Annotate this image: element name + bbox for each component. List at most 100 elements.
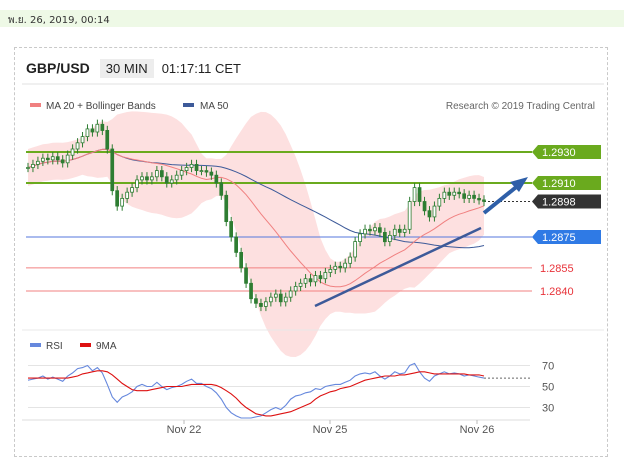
- candle-body: [115, 190, 119, 207]
- level-tag: [532, 229, 601, 244]
- candle-body: [323, 272, 328, 280]
- candle-body: [70, 148, 75, 156]
- ma20-legend-label: MA 20 + Bollinger Bands: [46, 101, 156, 112]
- candle-body: [244, 267, 248, 284]
- candle-body: [432, 205, 437, 218]
- ma50-legend-swatch: [183, 103, 194, 107]
- timestamp: พ.ย. 26, 2019, 00:14: [8, 15, 110, 26]
- candle-body: [189, 163, 194, 168]
- level-label: 1.2875: [542, 232, 576, 244]
- level-label: 1.2910: [542, 178, 576, 190]
- candle-body: [472, 194, 476, 199]
- candle-body: [204, 170, 209, 173]
- rsi-series-line: [27, 362, 485, 419]
- candle-body: [278, 293, 283, 303]
- candle-body: [125, 191, 129, 199]
- candle-body: [239, 251, 243, 269]
- x-tick-label: Nov 25: [313, 424, 348, 436]
- candle-body: [214, 174, 219, 184]
- candle-body: [174, 174, 179, 181]
- candle-body: [140, 176, 144, 181]
- candle-body: [110, 148, 115, 192]
- rsi-tick-label: 30: [542, 403, 554, 415]
- candle-body: [442, 191, 447, 199]
- candle-body: [477, 197, 481, 201]
- candle-body: [36, 160, 40, 165]
- rsi-legend-swatch: [30, 343, 41, 347]
- candle-body: [55, 156, 60, 161]
- candle-body: [462, 193, 467, 199]
- ma50-legend-label: MA 50: [200, 101, 229, 112]
- candle-body: [452, 191, 457, 196]
- candle-body: [273, 293, 278, 298]
- candle-body: [328, 268, 333, 273]
- rsi-panel: 70 50 30: [27, 361, 554, 419]
- rsi-tick-label: 70: [542, 361, 554, 373]
- level-label: 1.2930: [542, 147, 576, 159]
- candle-body: [60, 159, 65, 164]
- candles: [26, 119, 486, 312]
- candle-body: [348, 256, 353, 264]
- candle-body: [259, 302, 263, 307]
- candle-body: [254, 298, 258, 304]
- ma20-legend-swatch: [30, 103, 41, 107]
- candle-body: [159, 170, 164, 178]
- timeframe-badge[interactable]: 30 MIN: [99, 58, 154, 78]
- candle-body: [318, 275, 323, 280]
- level-label: 1.2855: [540, 263, 574, 275]
- candle-body: [120, 197, 124, 207]
- candle-body: [90, 128, 95, 133]
- candle-body: [402, 228, 407, 233]
- candle-body: [209, 171, 214, 176]
- candle-body: [417, 187, 422, 202]
- candle-body: [308, 278, 313, 283]
- candle-body: [65, 154, 70, 164]
- candle-body: [46, 157, 50, 161]
- candle-body: [382, 231, 387, 243]
- clock: 01:17:11 CET: [161, 60, 241, 76]
- candle-body: [437, 197, 442, 207]
- bollinger-band: [28, 111, 484, 358]
- ma9-legend-swatch: [80, 343, 91, 347]
- candle-body: [224, 194, 229, 223]
- rsi-legend: RSI 9MA: [30, 341, 117, 352]
- x-tick-label: Nov 22: [167, 424, 202, 436]
- candle-body: [377, 227, 382, 233]
- candle-body: [149, 176, 154, 181]
- candle-body: [427, 210, 432, 218]
- trend-arrow: [482, 182, 522, 215]
- level-label: 1.2840: [540, 286, 574, 298]
- candle-body: [100, 123, 105, 131]
- level-tag: [532, 194, 601, 209]
- price-levels: 1.2930 1.2910 1.2898 1.2875 1.2855 1.2840: [26, 145, 601, 298]
- candle-body: [368, 228, 372, 232]
- candle-body: [407, 201, 412, 230]
- level-tag: [532, 145, 601, 160]
- x-tick-label: Nov 26: [460, 424, 495, 436]
- candle-body: [26, 167, 30, 169]
- candle-body: [467, 194, 472, 199]
- candle-body: [303, 278, 308, 284]
- currency-pair: GBP/USD: [26, 60, 90, 76]
- rsi-tick-label: 50: [542, 382, 554, 394]
- candle-body: [283, 296, 288, 303]
- candle-body: [80, 136, 85, 144]
- rsi-legend-label: RSI: [46, 341, 63, 352]
- candle-body: [353, 241, 358, 258]
- x-axis-ticks: Nov 22 Nov 25 Nov 26: [167, 420, 495, 436]
- candle-body: [397, 228, 402, 233]
- candle-body: [482, 199, 486, 202]
- candle-body: [145, 176, 149, 181]
- candle-body: [234, 236, 238, 253]
- candle-body: [358, 233, 362, 242]
- candle-body: [179, 170, 184, 176]
- candle-body: [41, 157, 45, 162]
- candle-body: [313, 275, 318, 283]
- candle-body: [338, 265, 343, 269]
- ma9-legend-label: 9MA: [96, 341, 117, 352]
- candle-body: [95, 123, 100, 133]
- candle-body: [298, 282, 303, 287]
- candle-body: [229, 221, 233, 238]
- candle-body: [363, 228, 367, 235]
